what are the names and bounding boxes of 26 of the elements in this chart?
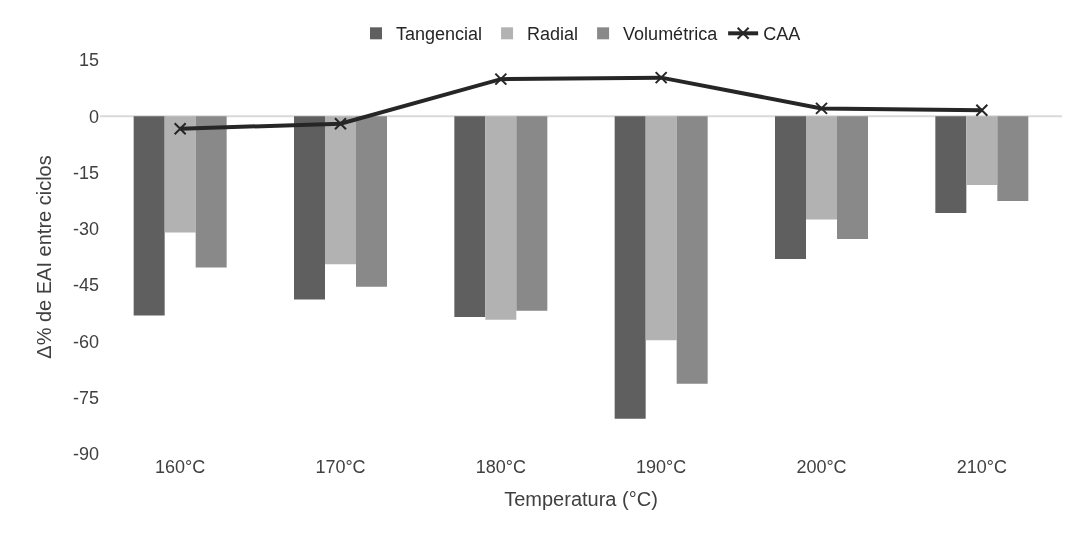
y-tick-label: -45	[72, 275, 99, 296]
y-tick-label: -90	[72, 444, 99, 465]
x-tick-label: 160°C	[155, 457, 206, 477]
legend-label: Radial	[527, 24, 579, 45]
x-tick-label: 210°C	[956, 457, 1007, 477]
point	[173, 122, 187, 136]
legend-label: Tangencial	[396, 24, 483, 45]
x-axis-title: Temperatura (°C)	[504, 487, 658, 510]
y-tick-label: -15	[72, 162, 99, 183]
x-tick-label: 190°C	[636, 457, 687, 477]
point	[494, 72, 508, 86]
y-tick-label: -30	[72, 219, 99, 240]
x-tick-label: 180°C	[475, 457, 526, 477]
y-tick-label: -60	[72, 331, 99, 352]
x-tick-label: 200°C	[796, 457, 847, 477]
y-tick-label: -75	[72, 388, 99, 409]
y-tick-label: 15	[78, 50, 99, 71]
point	[815, 101, 828, 115]
y-axis-title: Δ% de EAI entre ciclos	[33, 155, 56, 359]
point	[334, 117, 347, 131]
y-tick-label: 0	[88, 106, 99, 127]
legend-label: Volumétrica	[623, 24, 719, 45]
x-tick-label: 170°C	[315, 457, 366, 477]
point	[975, 103, 989, 117]
legend-label: CAA	[763, 24, 801, 45]
point	[654, 71, 668, 85]
